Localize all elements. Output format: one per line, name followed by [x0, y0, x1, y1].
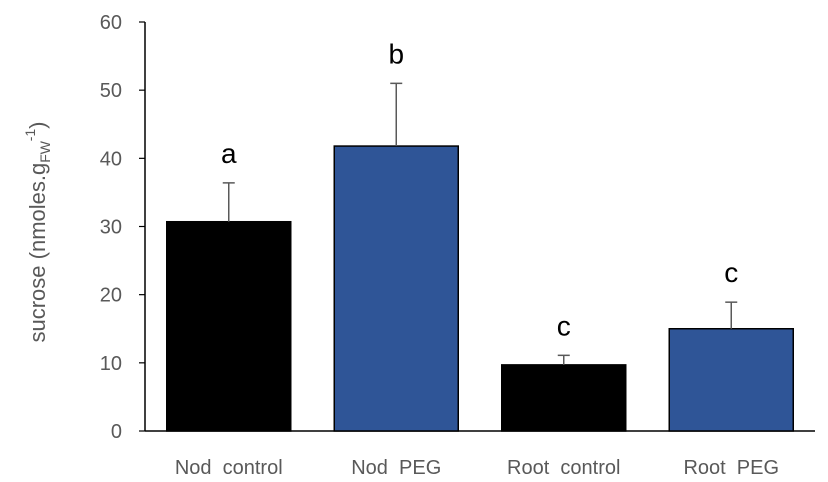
bar	[501, 364, 627, 432]
bar	[333, 145, 459, 432]
significance-label: c	[724, 257, 738, 288]
significance-labels: a b c c	[221, 38, 738, 341]
y-axis-title-superscript: -1	[22, 129, 38, 142]
x-tick-label: Nod PEG	[351, 457, 441, 477]
x-tick-label: Nod control	[175, 457, 283, 477]
y-axis-title: sucrose (nmoles.gFW-1)	[22, 121, 53, 342]
y-tick-label: 60	[100, 12, 122, 34]
bars	[166, 145, 794, 432]
error-bars	[222, 82, 738, 365]
significance-label: b	[388, 38, 404, 69]
y-tick-label: 50	[100, 80, 122, 102]
y-axis-title-main: sucrose (nmoles.g	[25, 163, 50, 343]
significance-label: a	[221, 138, 237, 169]
bar	[166, 220, 292, 432]
bar	[668, 328, 794, 432]
y-axis-title-close: )	[25, 121, 50, 128]
tick-labels: 0 10 20 30 40 50 60 Nod control Nod PEG Root cont…	[100, 12, 779, 479]
y-tick-label: 30	[100, 217, 122, 239]
y-tick-label: 40	[100, 148, 122, 170]
y-tick-label: 0	[111, 421, 122, 443]
y-tick-label: 10	[100, 353, 122, 375]
x-tick-label: Root PEG	[683, 457, 779, 477]
y-tick-label: 20	[100, 285, 122, 307]
significance-label: c	[557, 310, 571, 341]
y-axis-title-subscript: FW	[37, 140, 53, 163]
x-tick-label: Root control	[507, 457, 620, 477]
